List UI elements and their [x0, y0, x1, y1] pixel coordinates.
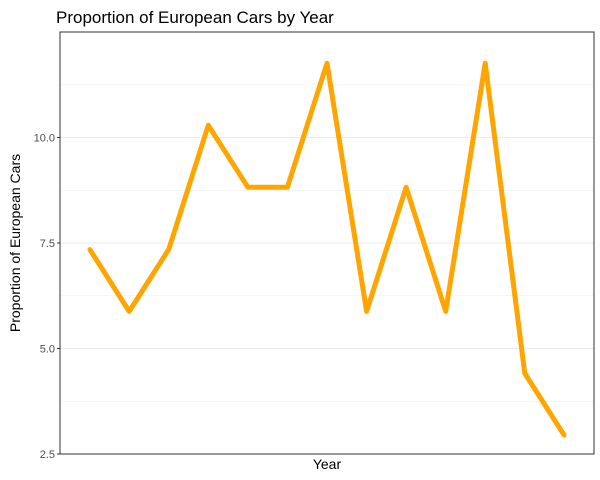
- data-point: [166, 247, 171, 252]
- x-axis-label: Year: [313, 456, 342, 472]
- data-point: [364, 309, 369, 314]
- data-point: [562, 433, 567, 438]
- grid-lines: [60, 31, 594, 455]
- data-point: [206, 123, 211, 128]
- y-axis: 2.5 5.0 7.5 10.0: [34, 133, 60, 461]
- data-point: [285, 185, 290, 190]
- series-line: [87, 60, 567, 437]
- data-point: [403, 185, 409, 190]
- y-axis-label: Proportion of European Cars: [7, 154, 23, 332]
- data-series: [87, 60, 567, 438]
- data-point: [443, 309, 448, 314]
- data-point: [245, 185, 251, 190]
- y-tick-label: 10.0: [34, 133, 55, 145]
- data-point: [127, 309, 132, 314]
- data-point: [483, 61, 488, 66]
- data-point: [324, 61, 330, 66]
- chart-title: Proportion of European Cars by Year: [56, 8, 334, 27]
- y-tick-label: 2.5: [40, 449, 55, 461]
- y-tick-label: 5.0: [40, 344, 55, 356]
- data-point: [522, 371, 527, 376]
- data-point: [87, 247, 92, 252]
- y-tick-label: 7.5: [40, 238, 55, 250]
